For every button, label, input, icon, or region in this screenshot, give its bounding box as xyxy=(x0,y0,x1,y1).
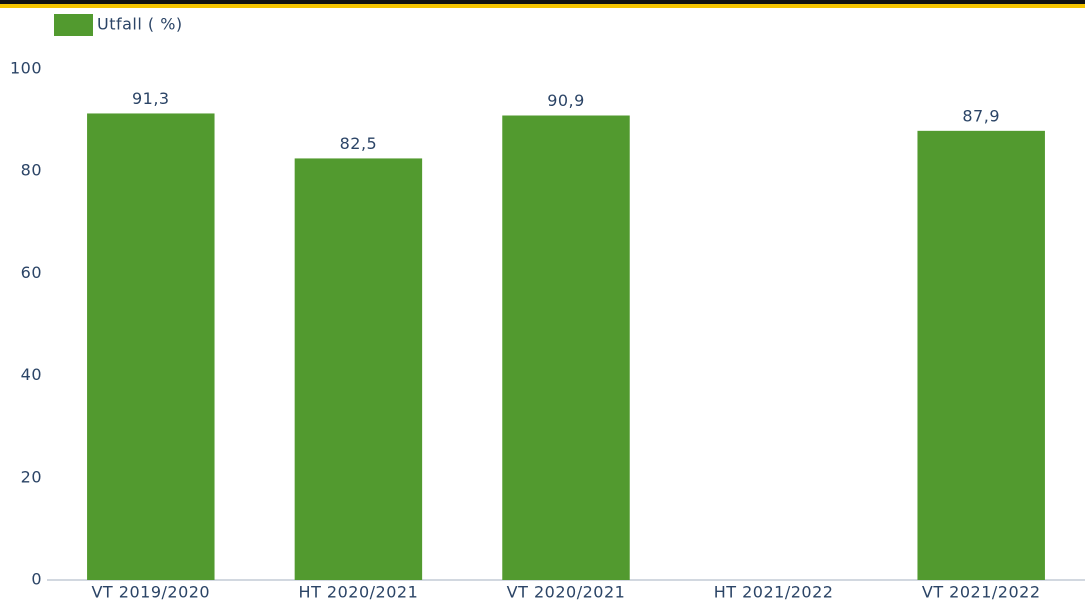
top-stripe-accent xyxy=(0,4,1085,8)
x-tick-label: VT 2021/2022 xyxy=(922,583,1041,601)
bar xyxy=(917,130,1045,580)
x-tick-label: VT 2019/2020 xyxy=(91,583,210,601)
top-stripe xyxy=(0,0,1085,4)
value-label: 91,3 xyxy=(132,89,170,108)
value-label: 87,9 xyxy=(962,106,1000,125)
legend-swatch xyxy=(54,14,93,36)
y-tick-label: 100 xyxy=(10,59,42,78)
x-tick-label: HT 2020/2021 xyxy=(299,583,419,601)
bar xyxy=(294,158,423,581)
bar xyxy=(502,115,630,580)
y-tick-label: 20 xyxy=(21,467,42,486)
x-tick-label: HT 2021/2022 xyxy=(714,583,834,601)
bar xyxy=(87,113,215,580)
y-tick-label: 80 xyxy=(21,161,42,180)
value-label: 90,9 xyxy=(547,91,585,110)
value-label: 82,5 xyxy=(340,134,378,153)
y-tick-label: 0 xyxy=(31,570,42,589)
x-tick-label: VT 2020/2021 xyxy=(507,583,626,601)
y-tick-label: 60 xyxy=(21,263,42,282)
legend-label: Utfall ( %) xyxy=(97,15,183,34)
y-tick-label: 40 xyxy=(21,365,42,384)
